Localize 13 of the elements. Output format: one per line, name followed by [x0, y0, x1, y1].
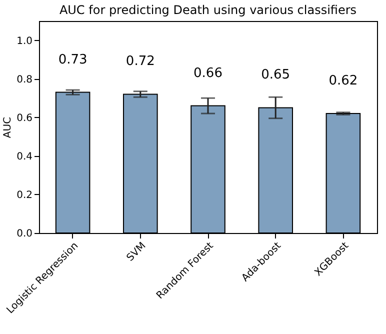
data-label: 0.62	[328, 74, 358, 89]
data-label: 0.65	[261, 68, 290, 83]
y-tick-label: 0.8	[16, 74, 32, 86]
y-tick-label: 1.0	[16, 36, 32, 47]
y-axis-title: AUC	[2, 116, 14, 138]
y-tick-label: 0.4	[16, 151, 32, 162]
data-label: 0.73	[58, 52, 88, 68]
y-tick-label: 0.0	[16, 228, 32, 240]
data-label: 0.66	[194, 66, 222, 81]
chart-title: AUC for predicting Death using various classifiers	[59, 3, 357, 17]
y-tick-label: 0.6	[16, 112, 32, 124]
data-label: 0.72	[126, 54, 155, 70]
y-tick-label: 0.2	[16, 190, 32, 201]
